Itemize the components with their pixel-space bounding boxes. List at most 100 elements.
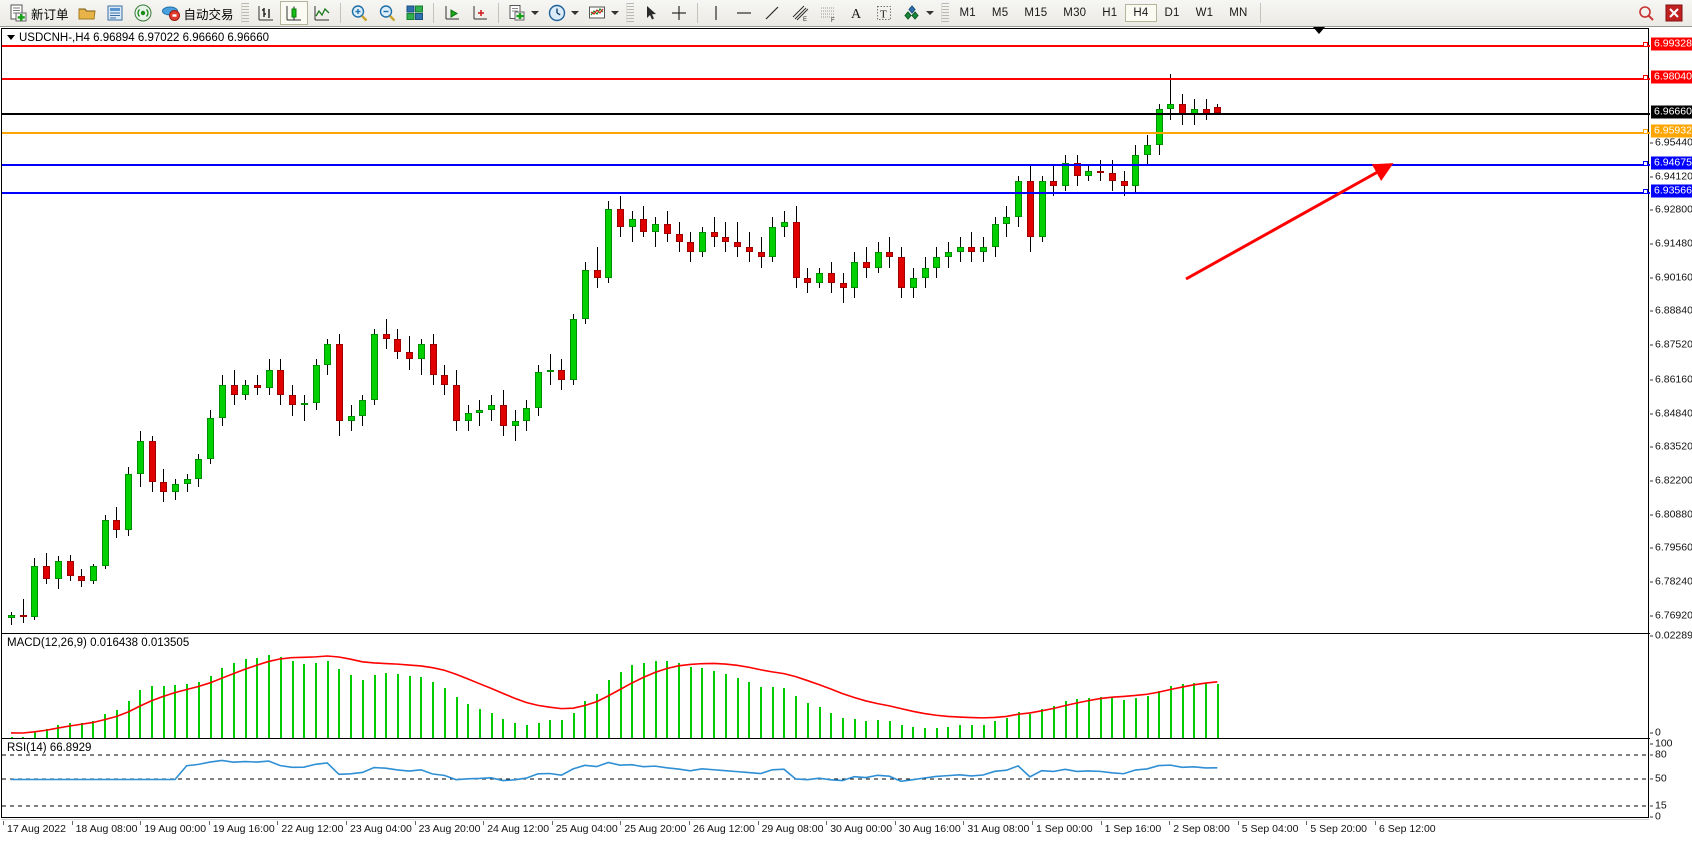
chevron-down-icon[interactable] bbox=[925, 11, 934, 15]
candle-body bbox=[54, 561, 62, 579]
macd-bar bbox=[818, 707, 821, 738]
zoom-out-button[interactable] bbox=[373, 1, 401, 25]
search-button[interactable] bbox=[1632, 1, 1660, 25]
candle-wick bbox=[737, 221, 739, 258]
bar-chart-button[interactable] bbox=[252, 1, 280, 25]
timeframe-m15[interactable]: M15 bbox=[1024, 7, 1048, 19]
news-button[interactable] bbox=[101, 1, 129, 25]
price-tick: 6.82200 bbox=[1650, 475, 1692, 486]
fibo-button[interactable]: F bbox=[814, 1, 842, 25]
level-handle-support-1[interactable] bbox=[1643, 160, 1648, 166]
candle bbox=[394, 29, 402, 633]
autotrading-label: 自动交易 bbox=[183, 7, 234, 22]
rsi-pane[interactable]: RSI(14) 66.8929 bbox=[2, 739, 1650, 818]
objects-button[interactable] bbox=[898, 1, 938, 25]
level-line-last-price[interactable] bbox=[2, 112, 1650, 115]
price-pane[interactable]: USDCNH-,H4 6.96894 6.97022 6.96660 6.966… bbox=[2, 29, 1650, 634]
toolbar-grip-2[interactable] bbox=[625, 3, 634, 23]
macd-bar bbox=[830, 712, 833, 738]
chevron-down-icon[interactable] bbox=[610, 11, 619, 15]
candle-body bbox=[535, 372, 543, 408]
timeframe-w1[interactable]: W1 bbox=[1195, 7, 1214, 19]
time-scale[interactable]: 17 Aug 2022 18 Aug 08:00 19 Aug 00:00 19 Au… bbox=[1, 819, 1649, 845]
tile-windows-button[interactable] bbox=[401, 1, 429, 25]
zoom-in-button[interactable] bbox=[345, 1, 373, 25]
timeframe-m30[interactable]: M30 bbox=[1063, 7, 1087, 19]
signal-button[interactable] bbox=[129, 1, 157, 25]
price-scale[interactable]: 6.95440 6.94120 6.92800 6.91480 6.90160 6.888… bbox=[1650, 28, 1692, 822]
equidistant-channel-button[interactable]: E bbox=[786, 1, 814, 25]
macd-bar bbox=[279, 656, 282, 738]
macd-bar bbox=[666, 661, 669, 738]
autotrading-button[interactable]: 自动交易 bbox=[157, 1, 238, 25]
macd-bar bbox=[455, 696, 458, 738]
timeframe-d1[interactable]: D1 bbox=[1164, 7, 1180, 19]
macd-bar bbox=[947, 726, 950, 738]
crosshair-icon bbox=[671, 6, 686, 20]
chevron-down-icon[interactable] bbox=[7, 35, 15, 41]
fibo-icon: F bbox=[820, 7, 835, 23]
hline-button[interactable] bbox=[730, 1, 758, 25]
timeframe-mn[interactable]: MN bbox=[1229, 7, 1248, 19]
timeframe-h4[interactable]: H4 bbox=[1125, 4, 1157, 22]
price-tag: 6.96660 bbox=[1651, 105, 1692, 119]
time-label: 2 Sep 08:00 bbox=[1169, 821, 1230, 835]
folder-button[interactable] bbox=[73, 1, 101, 25]
templates-button[interactable] bbox=[583, 1, 623, 25]
candle-wick bbox=[748, 231, 750, 263]
candle-body bbox=[160, 481, 168, 493]
text-button[interactable]: A bbox=[842, 1, 870, 25]
macd-bar bbox=[888, 720, 891, 738]
toolbar-grip-1[interactable] bbox=[240, 3, 249, 23]
level-handle-resistance-1[interactable] bbox=[1643, 74, 1648, 80]
new-order-button[interactable]: 新订单 bbox=[4, 1, 73, 25]
candle-body bbox=[687, 242, 695, 253]
candle-body bbox=[862, 262, 870, 268]
candle bbox=[464, 29, 472, 633]
candle bbox=[195, 29, 203, 633]
macd-bar bbox=[724, 673, 727, 738]
level-handle-orange-level[interactable] bbox=[1643, 128, 1648, 134]
level-handle-support-2[interactable] bbox=[1643, 188, 1648, 194]
chevron-down-icon[interactable] bbox=[530, 11, 539, 15]
candlestick-chart-button[interactable] bbox=[279, 1, 308, 25]
auto-scroll-button[interactable] bbox=[466, 1, 494, 25]
vline-button[interactable] bbox=[702, 1, 730, 25]
timeframe-group: M1 M5 M15 M30 H1 H4 D1 W1 MN bbox=[952, 4, 1256, 22]
macd-bar bbox=[912, 727, 915, 738]
close-button[interactable] bbox=[1660, 1, 1688, 25]
folder-icon bbox=[78, 8, 96, 20]
level-handle-resistance-2[interactable] bbox=[1643, 41, 1648, 47]
candle bbox=[1144, 29, 1152, 633]
text-label-button[interactable]: T bbox=[870, 1, 898, 25]
level-line-resistance-2[interactable] bbox=[2, 44, 1650, 47]
level-line-orange-level[interactable] bbox=[2, 131, 1650, 134]
macd-bar bbox=[1181, 684, 1184, 738]
timeframe-m1[interactable]: M1 bbox=[959, 7, 976, 19]
shift-end-button[interactable] bbox=[438, 1, 466, 25]
period-button[interactable] bbox=[543, 1, 583, 25]
candle bbox=[816, 29, 824, 633]
level-line-support-2[interactable] bbox=[2, 191, 1650, 194]
candle bbox=[265, 29, 273, 633]
level-line-support-1[interactable] bbox=[2, 163, 1650, 166]
macd-pane[interactable]: MACD(12,26,9) 0.016438 0.013505 bbox=[2, 634, 1650, 739]
line-chart-button[interactable] bbox=[308, 1, 336, 25]
chevron-down-icon[interactable] bbox=[570, 11, 579, 15]
trendline-button[interactable] bbox=[758, 1, 786, 25]
candle-body bbox=[769, 226, 777, 258]
toolbar-divider-5 bbox=[1259, 3, 1261, 23]
candle-body bbox=[43, 566, 51, 579]
cursor-button[interactable] bbox=[637, 1, 665, 25]
crosshair-button[interactable] bbox=[665, 1, 693, 25]
macd-bar bbox=[771, 687, 774, 738]
candle bbox=[89, 29, 97, 633]
level-line-resistance-1[interactable] bbox=[2, 77, 1650, 80]
macd-bar bbox=[994, 721, 997, 738]
timeframe-h1[interactable]: H1 bbox=[1102, 7, 1118, 19]
timeframe-m5[interactable]: M5 bbox=[991, 7, 1009, 19]
add-indicator-button[interactable] bbox=[503, 1, 543, 25]
toolbar-grip-3[interactable] bbox=[940, 3, 949, 23]
chart-canvas-area[interactable]: USDCNH-,H4 6.96894 6.97022 6.96660 6.966… bbox=[0, 27, 1692, 847]
candle-body bbox=[207, 418, 215, 459]
